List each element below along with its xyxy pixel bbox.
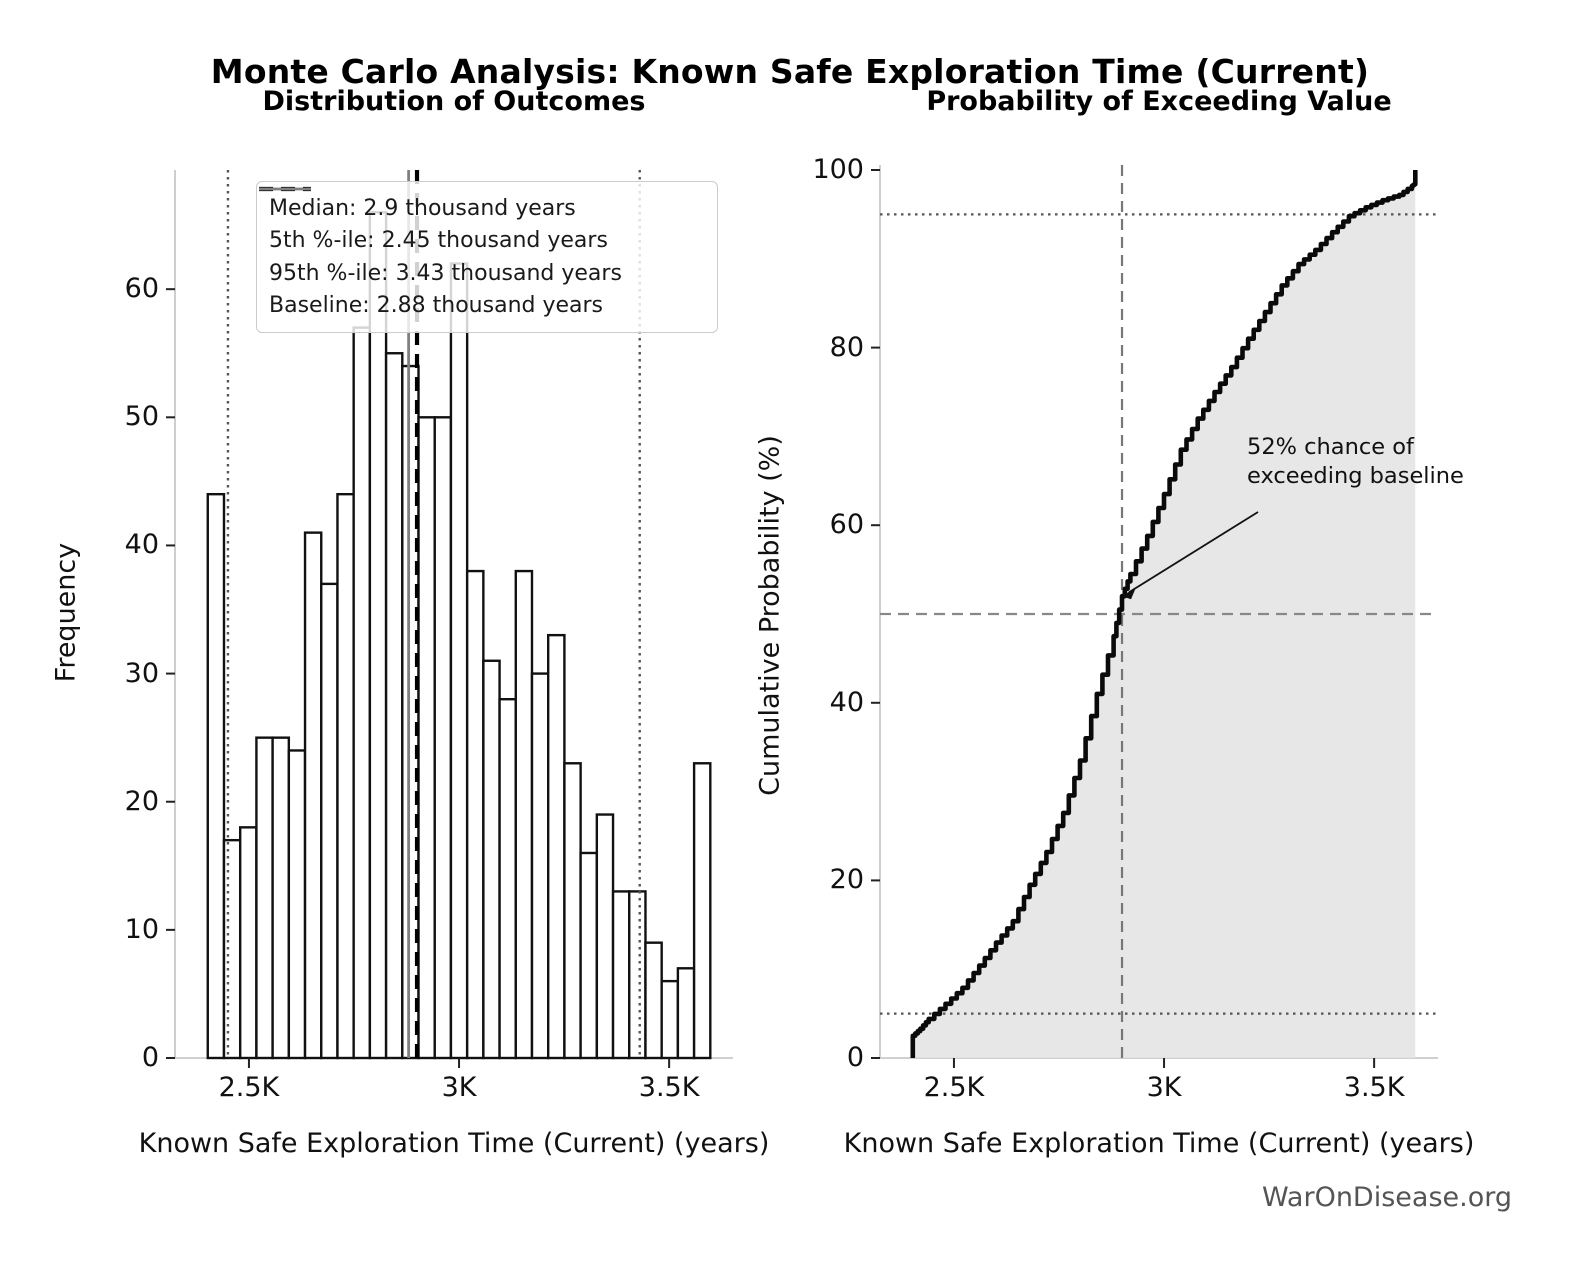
cdf-area — [912, 170, 1416, 1058]
cdf-x-tick-label: 2.5K — [923, 1072, 985, 1103]
annotation-arrowhead — [1122, 587, 1137, 600]
histogram-y-tick-label: 50 — [124, 401, 159, 433]
histogram-bar — [433, 416, 453, 1060]
legend-item-p95: 95th %-ile: 3.43 thousand years — [259, 187, 703, 290]
legend: Median: 2.9 thousand years 5th %-ile: 2.… — [256, 181, 718, 333]
histogram-bar — [465, 569, 485, 1060]
cdf-y-axis-label: Cumulative Probability (%) — [754, 435, 786, 796]
histogram-y-tick-label: 20 — [124, 785, 159, 817]
legend-item-p5: 5th %-ile: 2.45 thousand years — [259, 187, 703, 258]
histogram-bar — [644, 941, 663, 1060]
histogram-y-tick-label: 0 — [141, 1042, 159, 1073]
histogram-bar — [579, 851, 599, 1060]
histogram-bar — [222, 838, 242, 1060]
cdf-y-tick-label: 60 — [829, 509, 864, 541]
histogram-bar — [238, 826, 258, 1060]
histogram-bar — [287, 749, 307, 1060]
histogram-bar — [547, 633, 566, 1060]
legend-label: 5th %-ile: 2.45 thousand years — [269, 228, 608, 254]
histogram-title: Distribution of Outcomes — [262, 86, 646, 117]
histogram-bar — [530, 672, 550, 1060]
histogram-x-tick-label: 3K — [441, 1072, 477, 1103]
legend-item-baseline: Baseline: 2.88 thousand years — [259, 187, 703, 323]
histogram-x-tick-label: 3.5K — [638, 1072, 700, 1103]
histogram-bar — [498, 698, 517, 1060]
watermark: WarOnDisease.org — [1261, 1182, 1512, 1213]
cdf-x-tick-label: 3K — [1146, 1072, 1182, 1103]
histogram-y-tick-label: 40 — [124, 529, 159, 561]
histogram-y-tick-label: 60 — [124, 273, 159, 305]
histogram-bar — [660, 979, 680, 1060]
histogram-bar — [595, 813, 615, 1060]
cdf-annotation: 52% chance of exceeding baseline — [1247, 433, 1464, 491]
cdf-x-axis-label: Known Safe Exploration Time (Current) (y… — [843, 1128, 1475, 1159]
histogram-bar — [676, 967, 696, 1060]
legend-label: Baseline: 2.88 thousand years — [269, 293, 604, 319]
histogram-bar — [563, 762, 582, 1060]
histogram-y-axis-label: Frequency — [50, 542, 82, 683]
annotation-arrow — [1128, 511, 1259, 594]
cdf-y-tick-label: 20 — [829, 864, 864, 896]
histogram-bar — [271, 736, 291, 1060]
histogram-bar — [384, 352, 404, 1060]
histogram-y-tick-label: 10 — [124, 913, 159, 945]
main-title: Monte Carlo Analysis: Known Safe Explora… — [210, 52, 1370, 91]
histogram-bar — [628, 890, 647, 1060]
cdf-y-tick-label: 80 — [829, 331, 864, 363]
cdf-curve — [910, 170, 1418, 1058]
cdf-title: Probability of Exceeding Value — [926, 86, 1392, 117]
cdf-x-tick-label: 3.5K — [1343, 1072, 1405, 1103]
solid-line-icon — [259, 187, 311, 191]
annotation-line2: exceeding baseline — [1247, 463, 1464, 489]
histogram-bar — [336, 492, 355, 1060]
histogram-bar — [417, 416, 436, 1060]
legend-item-median: Median: 2.9 thousand years — [259, 186, 703, 225]
histogram-x-axis-label: Known Safe Exploration Time (Current) (y… — [138, 1128, 770, 1159]
histogram-bar — [482, 659, 501, 1060]
histogram-bar — [206, 492, 226, 1060]
histogram-bar — [449, 262, 469, 1060]
histogram-bar — [255, 736, 274, 1060]
annotation-line1: 52% chance of — [1247, 434, 1414, 460]
histogram-x-tick-label: 2.5K — [218, 1072, 280, 1103]
histogram-bar — [368, 211, 388, 1060]
histogram-bar — [611, 890, 631, 1060]
histogram-y-tick-label: 30 — [124, 657, 159, 689]
legend-label: 95th %-ile: 3.43 thousand years — [269, 260, 622, 286]
histogram-bar — [352, 326, 372, 1060]
cdf-y-tick-label: 40 — [829, 686, 864, 718]
histogram-bar — [303, 531, 323, 1060]
cdf-y-tick-label: 0 — [846, 1042, 864, 1073]
histogram-bar — [692, 762, 712, 1060]
histogram-bar — [320, 582, 339, 1060]
histogram-bar — [514, 569, 534, 1060]
cdf-y-tick-label: 100 — [812, 154, 864, 185]
legend-label: Median: 2.9 thousand years — [269, 195, 576, 221]
